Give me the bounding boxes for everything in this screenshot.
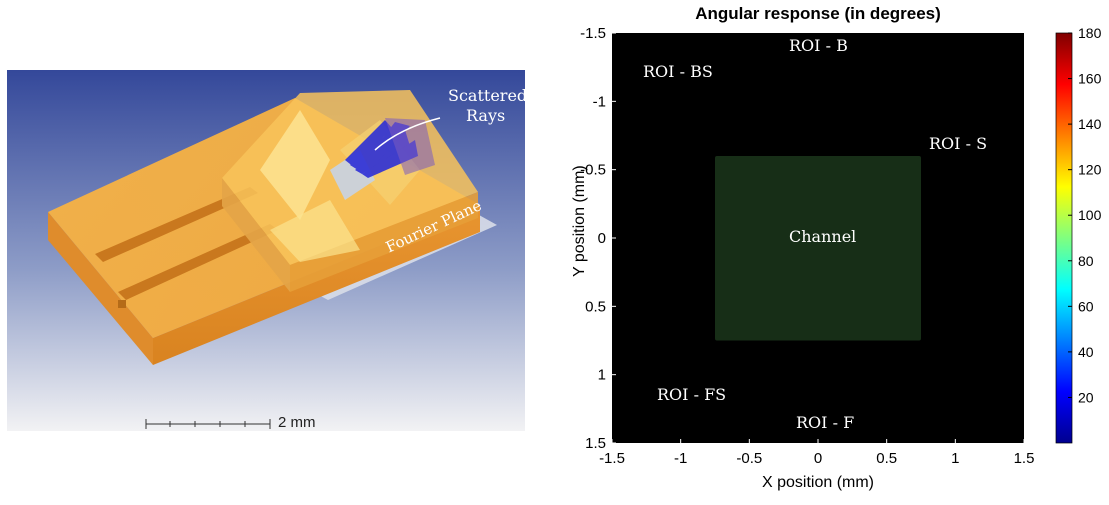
x-tick-label: -0.5 — [736, 450, 762, 467]
y-tick-label: -1 — [593, 93, 606, 110]
y-tick-label: 1.5 — [585, 435, 606, 452]
colorbar-tick-label: 40 — [1078, 344, 1094, 360]
chart-title: Angular response (in degrees) — [695, 4, 941, 23]
roi-region-roi-f — [746, 333, 887, 396]
block-front-face — [222, 178, 290, 292]
y-tick-label: -0.5 — [580, 162, 606, 179]
inner-facet-1 — [260, 110, 330, 220]
colorbar-tick-label: 20 — [1078, 389, 1094, 405]
colorbar-tick-label: 80 — [1078, 253, 1094, 269]
roi-label-b: ROI - B — [789, 36, 848, 55]
y-tick-label: 0 — [598, 230, 606, 247]
roi-label-fs: ROI - FS — [657, 385, 727, 404]
colorbar-tick-label: 180 — [1078, 25, 1102, 41]
scale-bar — [145, 419, 271, 429]
y-tick-label: -1.5 — [580, 25, 606, 42]
y-tick-label: 0.5 — [585, 298, 606, 315]
scale-bar-label: 2 mm — [278, 414, 316, 431]
scattered-rays-label-line2: Rays — [466, 106, 506, 125]
channel-groove-2 — [118, 224, 278, 300]
y-tick-label: 1 — [598, 367, 606, 384]
colorbar-tick-label: 100 — [1078, 207, 1102, 223]
scatter-ray-region — [385, 118, 435, 175]
callout-line — [374, 117, 441, 151]
x-tick-label: 0 — [814, 450, 822, 467]
roi-region-channel — [715, 156, 921, 341]
device-render-panel: Scattered Rays Fourier Plane 2 mm — [0, 0, 560, 500]
x-axis-label: X position (mm) — [761, 474, 875, 491]
angular-response-chart: -1.5 -1 -0.5 0 0.5 1 1.5 -1.5 -1 -0.5 0 0.5 1 1.5 20 4… — [560, 0, 1109, 500]
chart-svg: -1.5 -1 -0.5 0 0.5 1 1.5-1.5-1-0.500.511.5 204… — [580, 25, 1102, 467]
device-render — [7, 70, 525, 431]
roi-label-channel: Channel — [789, 227, 857, 246]
y-axis-label: Y position (mm) — [571, 165, 588, 277]
roi-region-roi-b — [749, 67, 860, 129]
roi-label-f: ROI - F — [796, 413, 855, 432]
roi-region-roi-fs — [642, 238, 711, 368]
colorbar-tick-label: 60 — [1078, 298, 1094, 314]
colorbar-ticks: 20 40 60 80 100 120 140 160 180 — [1068, 25, 1102, 405]
colorbar-tick-label: 160 — [1078, 71, 1102, 87]
roi-regions — [642, 67, 987, 396]
x-tick-label: 1.5 — [1014, 450, 1035, 467]
scattered-rays-label: Scattered Rays — [448, 86, 527, 126]
roi-label-s: ROI - S — [929, 134, 988, 153]
x-tick-label: 0.5 — [876, 450, 897, 467]
colorbar-tick-label: 120 — [1078, 162, 1102, 178]
roi-label-bs: ROI - BS — [643, 62, 713, 81]
channel-groove-3 — [118, 300, 126, 308]
x-tick-label: -1 — [674, 450, 687, 467]
x-tick-label: 1 — [951, 450, 959, 467]
roi-region-roi-bs — [642, 108, 715, 232]
colorbar — [1055, 32, 1073, 444]
roi-region-roi-s — [916, 169, 987, 314]
inner-facet-2 — [270, 200, 360, 262]
colorbar-tick-label: 140 — [1078, 116, 1102, 132]
chip-front-face — [48, 212, 153, 365]
channel-groove-1 — [95, 187, 258, 262]
block-right-face — [290, 192, 478, 292]
scattered-rays-label-line1: Scattered — [448, 86, 528, 105]
x-tick-label: -1.5 — [599, 450, 625, 467]
axis-ticks: -1.5 -1 -0.5 0 0.5 1 1.5-1.5-1-0.500.511.5 — [580, 25, 1034, 467]
